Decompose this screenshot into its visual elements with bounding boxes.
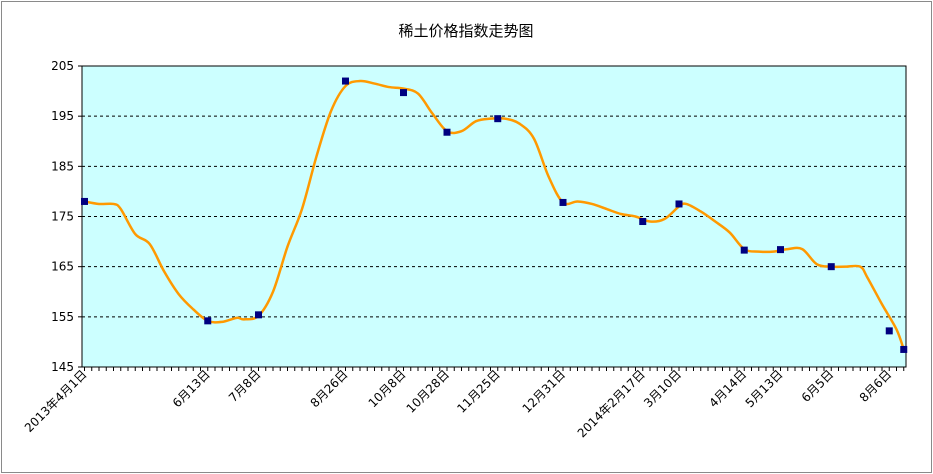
data-point-marker: [827, 263, 835, 271]
grid-lines: [82, 115, 906, 318]
y-axis-ticks: 145 155 165 175 185 195 205: [51, 59, 82, 374]
x-tick-label: 3月10日: [641, 367, 684, 410]
x-tick-label: 5月13日: [743, 367, 786, 410]
y-tick-label: 195: [51, 109, 74, 123]
x-tick-label: 10月28日: [404, 367, 452, 415]
data-point-marker: [885, 327, 893, 335]
y-tick-label: 165: [51, 260, 74, 274]
chart-title: 稀土价格指数走势图: [398, 22, 533, 40]
data-point-marker: [204, 317, 212, 325]
x-tick-label: 8月6日: [857, 367, 895, 405]
data-point-marker: [443, 128, 451, 136]
data-point-marker: [400, 89, 407, 97]
data-point-marker: [559, 198, 567, 206]
data-point-marker: [81, 197, 88, 205]
data-point-marker: [675, 200, 683, 208]
x-tick-label: 10月8日: [366, 367, 409, 410]
data-point-marker: [639, 218, 647, 226]
x-tick-label: 8月26日: [308, 367, 351, 410]
y-tick-label: 175: [51, 210, 74, 224]
data-point-marker: [342, 77, 349, 85]
data-point-marker: [777, 246, 784, 254]
y-tick-label: 205: [51, 59, 74, 73]
data-point-marker: [255, 311, 262, 319]
series-layer: [81, 77, 908, 353]
x-tick-label: 6月13日: [170, 367, 213, 410]
y-tick-label: 185: [51, 159, 74, 173]
data-point-marker: [900, 345, 908, 353]
x-tick-label: 2013年4月1日: [22, 367, 90, 435]
x-tick-label: 4月14日: [706, 367, 749, 410]
x-tick-label: 2014年2月17日: [575, 367, 648, 440]
data-point-marker: [494, 115, 502, 123]
data-point-marker: [740, 246, 748, 254]
y-tick-label: 145: [51, 360, 74, 374]
x-tick-label: 12月31日: [520, 367, 568, 415]
x-tick-label: 7月8日: [226, 367, 264, 405]
x-tick-label: 11月25日: [454, 367, 502, 415]
y-tick-label: 155: [51, 310, 74, 324]
x-tick-label: 6月5日: [799, 367, 837, 405]
